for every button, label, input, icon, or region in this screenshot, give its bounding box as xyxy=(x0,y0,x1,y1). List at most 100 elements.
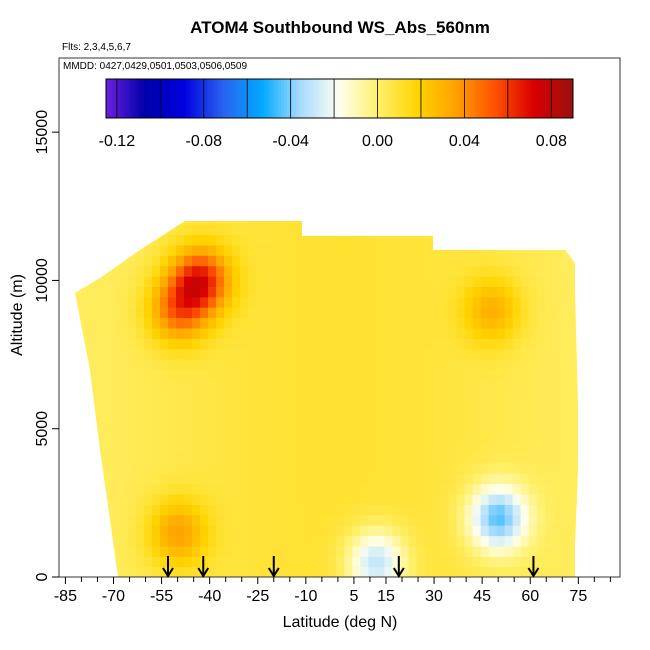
heatmap-cell xyxy=(75,296,81,308)
heatmap-cell xyxy=(480,317,490,329)
heatmap-cell xyxy=(544,504,554,516)
heatmap-cell xyxy=(135,224,145,236)
heatmap-cell xyxy=(392,193,401,204)
heatmap-cell xyxy=(456,348,466,360)
heatmap-cell xyxy=(480,483,490,495)
heatmap-cell xyxy=(576,317,578,329)
heatmap-cell xyxy=(400,431,409,443)
heatmap-cell xyxy=(288,400,297,412)
heatmap-cell xyxy=(601,411,610,422)
heatmap-cell xyxy=(240,327,249,339)
heatmap-cell xyxy=(176,535,185,547)
heatmap-cell xyxy=(537,203,546,214)
heatmap-cell xyxy=(272,348,281,360)
heatmap-cell xyxy=(152,545,161,557)
heatmap-cell xyxy=(424,400,434,412)
heatmap-cell xyxy=(432,400,442,412)
heatmap-cell xyxy=(248,462,257,474)
heatmap-cell xyxy=(135,369,145,381)
heatmap-cell xyxy=(87,359,97,370)
heatmap-cell xyxy=(280,286,289,298)
heatmap-cell xyxy=(601,338,610,349)
heatmap-cell xyxy=(264,545,273,557)
arrow-head xyxy=(197,567,210,578)
heatmap-cell xyxy=(480,221,490,225)
heatmap-cell xyxy=(87,483,97,495)
heatmap-cell xyxy=(617,338,626,349)
heatmap-cell xyxy=(432,514,442,526)
heatmap-cell xyxy=(208,203,217,214)
colorbar-segment xyxy=(450,79,454,118)
heatmap-cell xyxy=(488,255,498,267)
heatmap-cell xyxy=(280,442,289,454)
heatmap-cell xyxy=(312,494,321,505)
heatmap-cell xyxy=(424,390,434,402)
heatmap-cell xyxy=(119,545,129,557)
heatmap-cell xyxy=(128,193,137,204)
heatmap-cell xyxy=(152,307,161,319)
colorbar-tick-label: 0.04 xyxy=(449,133,480,150)
heatmap-cell xyxy=(449,193,458,204)
heatmap-cell xyxy=(232,504,241,516)
heatmap-cell xyxy=(127,566,137,577)
heatmap-cell xyxy=(456,369,466,381)
chart-title: ATOM4 Southbound WS_Abs_560nm xyxy=(190,18,490,37)
heatmap-cell xyxy=(296,317,305,329)
heatmap-cell xyxy=(424,224,434,236)
heatmap-cell xyxy=(432,265,442,277)
heatmap-cell xyxy=(464,442,474,454)
colorbar-segment xyxy=(348,79,352,118)
heatmap-cell xyxy=(192,327,201,339)
heatmap-cell xyxy=(496,494,506,505)
heatmap-cell xyxy=(464,390,474,402)
heatmap-cell xyxy=(176,442,185,454)
heatmap-cell xyxy=(593,235,602,246)
heatmap-cell xyxy=(456,535,466,547)
heatmap-cell xyxy=(152,483,161,495)
heatmap-cell xyxy=(560,400,570,412)
heatmap-cell xyxy=(272,390,281,402)
heatmap-cell xyxy=(111,255,121,267)
heatmap-cell xyxy=(488,514,498,526)
heatmap-cell xyxy=(480,442,490,454)
heatmap-cell xyxy=(272,224,281,236)
heatmap-cell xyxy=(609,515,618,526)
heatmap-cell xyxy=(560,545,570,557)
heatmap-cell xyxy=(152,224,161,236)
heatmap-cell xyxy=(160,483,169,495)
heatmap-cell xyxy=(344,566,353,577)
colorbar-segment xyxy=(106,79,110,118)
heatmap-cell xyxy=(593,380,602,391)
heatmap-cell xyxy=(384,317,393,329)
heatmap-cell xyxy=(256,421,265,433)
colorbar-segment xyxy=(473,79,478,118)
heatmap-cell xyxy=(336,193,345,204)
heatmap-cell xyxy=(111,494,121,505)
heatmap-cell xyxy=(111,400,121,412)
heatmap-cell xyxy=(488,504,498,516)
heatmap-cell xyxy=(127,473,137,485)
heatmap-cell xyxy=(87,390,97,402)
heatmap-cell xyxy=(296,431,305,443)
heatmap-cell xyxy=(56,515,65,526)
heatmap-cell xyxy=(433,203,442,214)
heatmap-cell xyxy=(95,359,105,370)
heatmap-cell xyxy=(480,224,490,236)
heatmap-cell xyxy=(512,265,522,277)
heatmap-cell xyxy=(560,431,570,443)
heatmap-cell xyxy=(392,244,401,256)
heatmap-cell xyxy=(336,556,345,568)
heatmap-cell xyxy=(520,545,530,557)
heatmap-cell xyxy=(168,442,177,454)
heatmap-cell xyxy=(424,286,434,298)
colorbar-segment xyxy=(301,79,305,118)
heatmap-cell xyxy=(312,431,321,443)
heatmap-cell xyxy=(192,556,201,568)
heatmap-cell xyxy=(119,244,129,256)
heatmap-cell xyxy=(336,359,345,370)
heatmap-cell xyxy=(56,473,65,484)
heatmap-cell xyxy=(256,203,265,214)
heatmap-cell xyxy=(200,307,209,319)
heatmap-cell xyxy=(400,244,409,256)
heatmap-cell xyxy=(192,338,201,350)
